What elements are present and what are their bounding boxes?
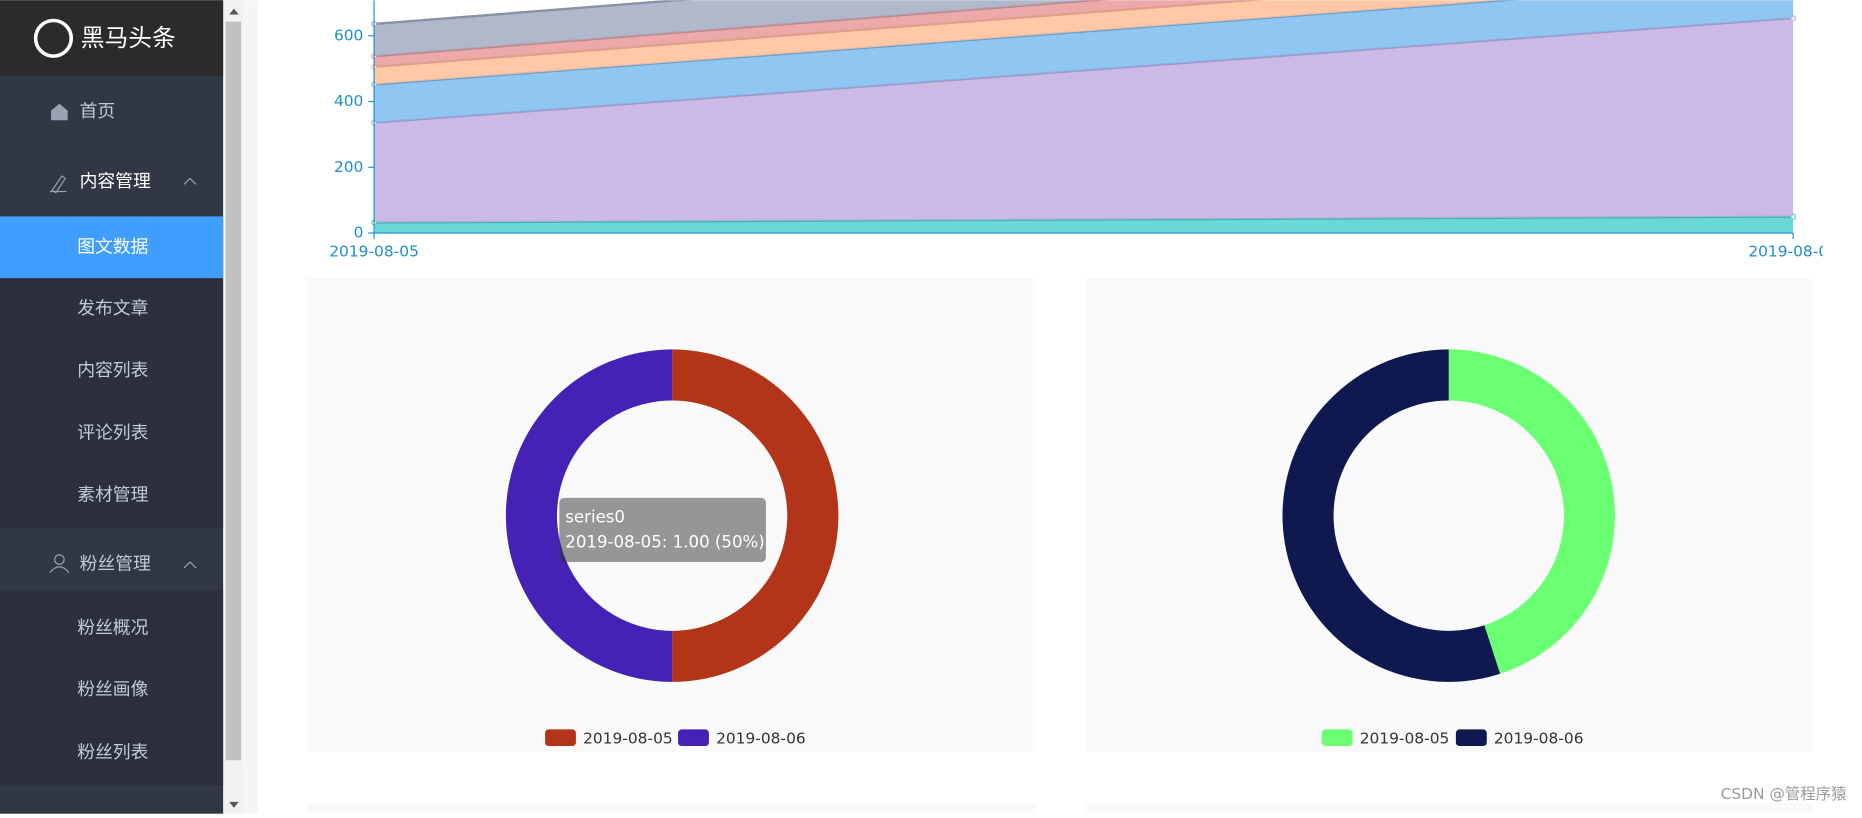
logo-text: 黑马头条 <box>81 24 176 52</box>
menu-item[interactable]: 粉丝概况 <box>77 617 148 638</box>
x-tick-label: 2019-08-05 <box>329 243 419 261</box>
menu-item[interactable]: 内容列表 <box>77 360 148 381</box>
area <box>374 18 1794 223</box>
menu-item[interactable]: 粉丝画像 <box>77 679 148 700</box>
pies: 2019-08-05 2019-08-06 series0 2019-08-05: 1… <box>505 349 1615 747</box>
tooltip-title: series0 <box>565 508 625 527</box>
pie-slice <box>505 349 673 682</box>
menu-item[interactable]: 评论列表 <box>77 423 148 444</box>
tooltip <box>559 497 766 562</box>
area-chart: 0 200 400 600 2019-08-05 2019-08-06 <box>329 0 1838 261</box>
x-tick-label: 2019-08-06 <box>1748 243 1838 261</box>
panel <box>1085 803 1813 814</box>
tooltip-text: 2019-08-05: 1.00 (50%) <box>565 532 765 551</box>
menu-item[interactable]: 粉丝列表 <box>77 742 148 763</box>
menu-item[interactable]: 图文数据 <box>77 236 148 257</box>
submenu-bg <box>0 590 224 786</box>
scroll-thumb[interactable] <box>225 21 242 761</box>
user-icon <box>49 566 70 574</box>
legend-label: 2019-08-06 <box>716 729 806 747</box>
area <box>374 0 1794 123</box>
menu-item[interactable]: 内容管理 <box>80 171 151 192</box>
menu-item[interactable]: 素材管理 <box>77 484 148 505</box>
area <box>374 0 1093 57</box>
pie-slice <box>1282 349 1501 682</box>
panel <box>307 803 1036 814</box>
active-item[interactable] <box>0 216 224 279</box>
legend-swatch <box>678 729 709 747</box>
edit-icon <box>49 175 67 194</box>
user-icon <box>54 554 65 565</box>
line <box>373 0 692 26</box>
y-tick-label: 0 <box>354 224 364 242</box>
pie-slice <box>1448 349 1615 674</box>
menu-item[interactable]: 首页 <box>80 101 116 122</box>
logo-icon <box>33 18 74 58</box>
area <box>374 0 1503 85</box>
caret <box>183 177 197 569</box>
y-tick-label: 200 <box>334 158 363 176</box>
watermark: CSDN @管程序猿 <box>1721 785 1847 803</box>
pie-slice <box>672 349 839 682</box>
area <box>374 216 1794 234</box>
legend-label: 2019-08-05 <box>1360 729 1450 747</box>
menu-item[interactable]: 发布文章 <box>77 298 148 319</box>
legend-swatch <box>1321 729 1353 747</box>
y-tick-label: 600 <box>334 26 363 44</box>
legend-label: 2019-08-05 <box>583 729 673 747</box>
home-icon <box>51 103 68 121</box>
area <box>374 0 1248 67</box>
legend-swatch <box>1455 729 1487 747</box>
gutter <box>243 0 258 814</box>
legend-label: 2019-08-06 <box>1494 729 1584 747</box>
legend-swatch <box>545 729 576 747</box>
y-tick-label: 400 <box>334 92 363 110</box>
menu-item[interactable]: 粉丝管理 <box>80 553 151 574</box>
